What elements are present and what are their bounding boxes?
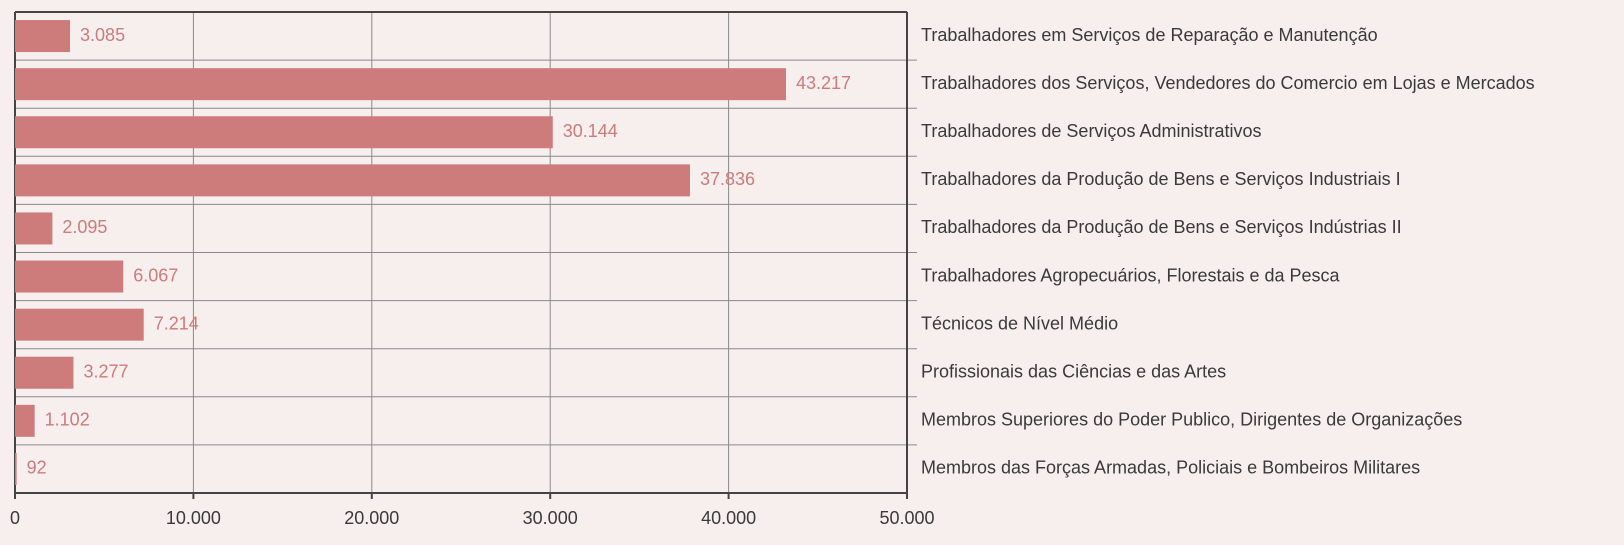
category-label: Trabalhadores da Produção de Bens e Serv… <box>921 169 1401 189</box>
category-label: Trabalhadores de Serviços Administrativo… <box>921 121 1262 141</box>
value-label: 3.277 <box>83 362 128 382</box>
bar <box>15 404 35 437</box>
bar <box>15 20 71 53</box>
category-label: Membros Superiores do Poder Publico, Dir… <box>921 410 1462 430</box>
category-label: Profissionais das Ciências e das Artes <box>921 362 1226 382</box>
bar <box>15 308 144 341</box>
bar <box>15 116 553 149</box>
category-label: Trabalhadores da Produção de Bens e Serv… <box>921 217 1402 237</box>
category-label: Técnicos de Nível Médio <box>921 313 1118 333</box>
bar <box>15 452 17 485</box>
value-label: 2.095 <box>62 217 107 237</box>
value-label: 30.144 <box>563 121 618 141</box>
category-label: Trabalhadores Agropecuários, Florestais … <box>921 265 1341 285</box>
x-tick-label: 0 <box>10 508 20 528</box>
category-label: Membros das Forças Armadas, Policiais e … <box>921 458 1420 478</box>
bar <box>15 260 124 293</box>
value-label: 92 <box>27 458 47 478</box>
value-label: 37.836 <box>700 169 755 189</box>
x-tick-label: 10.000 <box>166 508 221 528</box>
x-tick-label: 30.000 <box>523 508 578 528</box>
value-label: 43.217 <box>796 73 851 93</box>
bar <box>15 68 786 101</box>
x-tick-label: 50.000 <box>879 508 934 528</box>
category-label: Trabalhadores em Serviços de Reparação e… <box>921 25 1378 45</box>
bar <box>15 212 53 245</box>
bar <box>15 164 690 197</box>
category-label: Trabalhadores dos Serviços, Vendedores d… <box>921 73 1535 93</box>
value-label: 3.085 <box>80 25 125 45</box>
x-tick-label: 40.000 <box>701 508 756 528</box>
value-label: 7.214 <box>154 313 199 333</box>
bar <box>15 356 74 389</box>
x-tick-label: 20.000 <box>344 508 399 528</box>
value-label: 6.067 <box>133 265 178 285</box>
value-label: 1.102 <box>45 410 90 430</box>
